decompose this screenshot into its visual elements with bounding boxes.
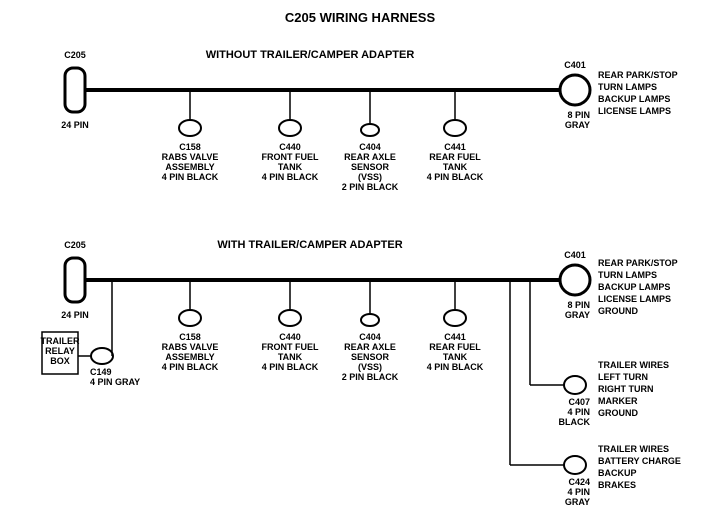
svg-text:MARKER: MARKER [598, 396, 638, 406]
svg-text:4 PIN BLACK: 4 PIN BLACK [162, 172, 219, 182]
svg-text:C424: C424 [568, 477, 590, 487]
svg-text:TANK: TANK [278, 352, 303, 362]
svg-text:TURN LAMPS: TURN LAMPS [598, 270, 657, 280]
svg-text:BLACK: BLACK [559, 417, 591, 427]
svg-text:LEFT TURN: LEFT TURN [598, 372, 648, 382]
svg-text:4 PIN BLACK: 4 PIN BLACK [427, 362, 484, 372]
svg-text:C404: C404 [359, 332, 381, 342]
c401-d4-1: LICENSE LAMPS [598, 106, 671, 116]
svg-text:C404: C404 [359, 142, 381, 152]
svg-text:BRAKES: BRAKES [598, 480, 636, 490]
svg-text:REAR AXLE: REAR AXLE [344, 152, 396, 162]
svg-text:ASSEMBLY: ASSEMBLY [165, 352, 214, 362]
svg-text:ASSEMBLY: ASSEMBLY [165, 162, 214, 172]
svg-text:4 PIN: 4 PIN [567, 407, 590, 417]
svg-text:BACKUP LAMPS: BACKUP LAMPS [598, 282, 670, 292]
svg-text:C440: C440 [279, 142, 301, 152]
svg-text:TRAILER WIRES: TRAILER WIRES [598, 444, 669, 454]
svg-text:TRAILER: TRAILER [41, 336, 80, 346]
section1-subtitle: WITHOUT TRAILER/CAMPER ADAPTER [206, 49, 415, 61]
svg-text:BATTERY CHARGE: BATTERY CHARGE [598, 456, 681, 466]
svg-text:4 PIN: 4 PIN [567, 487, 590, 497]
svg-text:REAR AXLE: REAR AXLE [344, 342, 396, 352]
svg-text:BACKUP: BACKUP [598, 468, 637, 478]
svg-text:C441: C441 [444, 332, 466, 342]
svg-text:(VSS): (VSS) [358, 172, 382, 182]
svg-text:4 PIN BLACK: 4 PIN BLACK [162, 362, 219, 372]
diagram-title: C205 WIRING HARNESS [285, 10, 436, 25]
svg-text:4 PIN GRAY: 4 PIN GRAY [90, 377, 140, 387]
svg-text:C440: C440 [279, 332, 301, 342]
svg-text:TANK: TANK [443, 352, 468, 362]
svg-text:RIGHT TURN: RIGHT TURN [598, 384, 654, 394]
svg-text:RABS VALVE: RABS VALVE [162, 152, 219, 162]
svg-text:TRAILER WIRES: TRAILER WIRES [598, 360, 669, 370]
svg-text:2 PIN BLACK: 2 PIN BLACK [342, 372, 399, 382]
svg-text:C149: C149 [90, 367, 112, 377]
svg-text:TANK: TANK [443, 162, 468, 172]
svg-text:(VSS): (VSS) [358, 362, 382, 372]
svg-text:GROUND: GROUND [598, 408, 638, 418]
c401-color-1: GRAY [565, 120, 590, 130]
svg-text:SENSOR: SENSOR [351, 162, 390, 172]
section2-subtitle: WITH TRAILER/CAMPER ADAPTER [217, 239, 402, 251]
svg-text:C441: C441 [444, 142, 466, 152]
svg-text:RABS VALVE: RABS VALVE [162, 342, 219, 352]
svg-text:4 PIN BLACK: 4 PIN BLACK [262, 172, 319, 182]
svg-text:BOX: BOX [50, 356, 70, 366]
svg-text:REAR FUEL: REAR FUEL [429, 342, 481, 352]
c401-id-2: C401 [564, 250, 586, 260]
svg-text:RELAY: RELAY [45, 346, 75, 356]
svg-text:FRONT FUEL: FRONT FUEL [262, 152, 319, 162]
wiring-diagram: C205 WIRING HARNESS WITHOUT TRAILER/CAMP… [0, 0, 720, 517]
c401-d1-1: REAR PARK/STOP [598, 70, 678, 80]
svg-text:C158: C158 [179, 332, 201, 342]
c205-id-1: C205 [64, 50, 86, 60]
svg-text:LICENSE LAMPS: LICENSE LAMPS [598, 294, 671, 304]
svg-text:2 PIN BLACK: 2 PIN BLACK [342, 182, 399, 192]
c401-id-1: C401 [564, 60, 586, 70]
svg-text:FRONT FUEL: FRONT FUEL [262, 342, 319, 352]
svg-text:C407: C407 [568, 397, 590, 407]
c205-pins-1: 24 PIN [61, 120, 89, 130]
svg-text:TANK: TANK [278, 162, 303, 172]
c401-d2-1: TURN LAMPS [598, 82, 657, 92]
svg-text:4 PIN BLACK: 4 PIN BLACK [427, 172, 484, 182]
c205-pins-2: 24 PIN [61, 310, 89, 320]
svg-text:GROUND: GROUND [598, 306, 638, 316]
svg-text:GRAY: GRAY [565, 497, 590, 507]
svg-text:REAR PARK/STOP: REAR PARK/STOP [598, 258, 678, 268]
svg-text:SENSOR: SENSOR [351, 352, 390, 362]
svg-text:C158: C158 [179, 142, 201, 152]
c401-pins-1: 8 PIN [567, 110, 590, 120]
svg-text:4 PIN BLACK: 4 PIN BLACK [262, 362, 319, 372]
c205-id-2: C205 [64, 240, 86, 250]
c401-d3-1: BACKUP LAMPS [598, 94, 670, 104]
c401-pins-2: 8 PIN [567, 300, 590, 310]
svg-text:REAR FUEL: REAR FUEL [429, 152, 481, 162]
c401-color-2: GRAY [565, 310, 590, 320]
